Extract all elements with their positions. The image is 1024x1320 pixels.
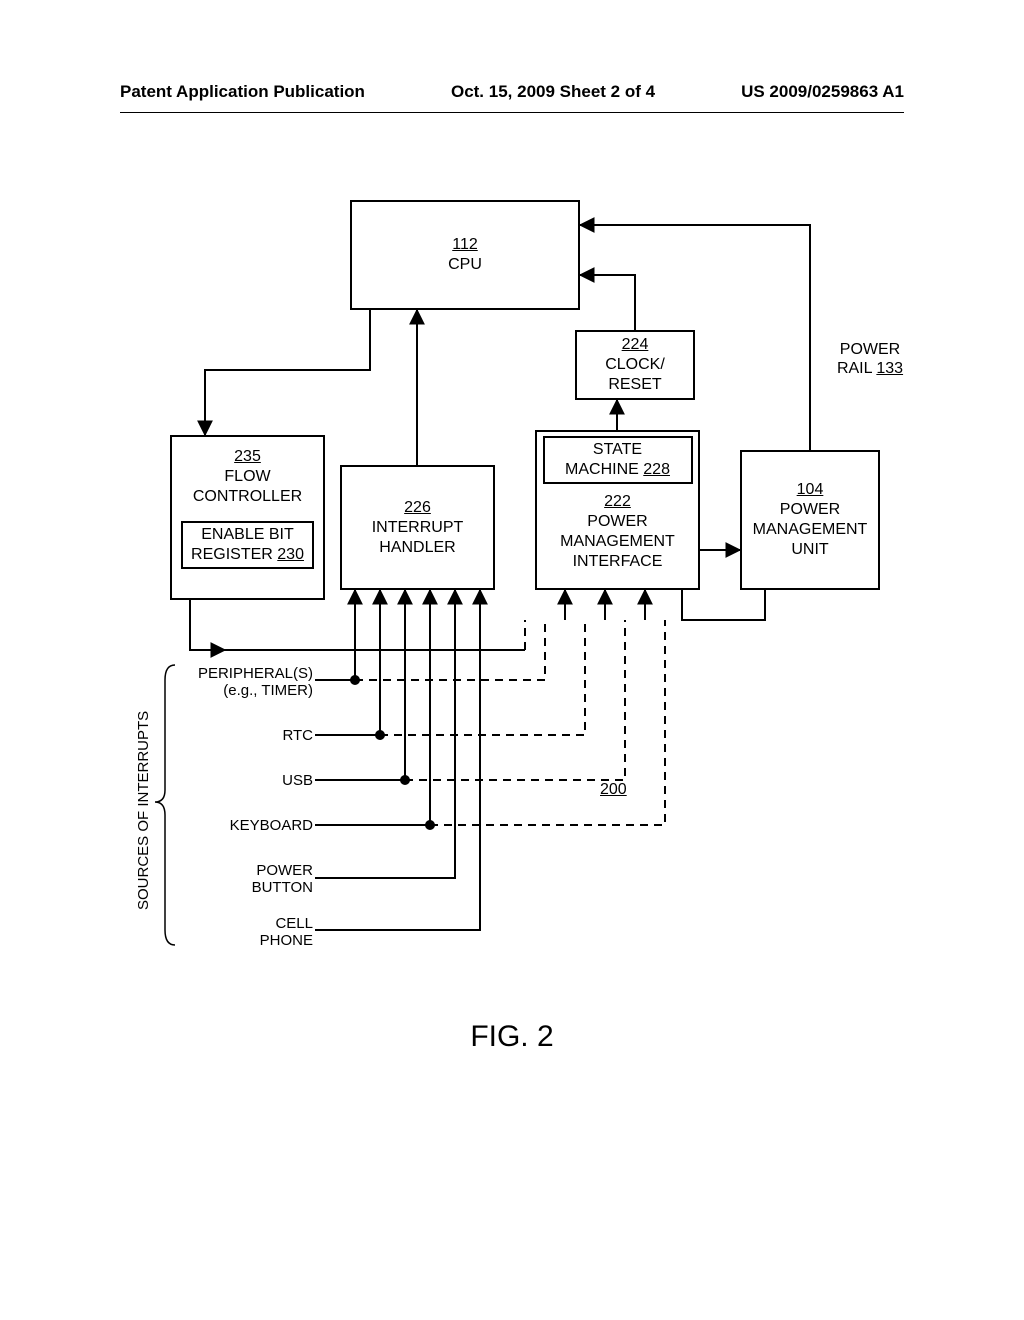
pmu-name3: UNIT: [791, 540, 828, 560]
header-center: Oct. 15, 2009 Sheet 2 of 4: [451, 82, 655, 102]
sm-num: 228: [643, 461, 670, 478]
clock-name2: RESET: [608, 375, 661, 395]
enable-bit-register-block: ENABLE BIT REGISTER 230: [181, 521, 314, 569]
flow-controller-block: 235 FLOW CONTROLLER ENABLE BIT REGISTER …: [170, 435, 325, 600]
src-cell-phone: CELL PHONE: [185, 915, 313, 950]
diagram-ref-200-num: 200: [600, 781, 627, 798]
page-header: Patent Application Publication Oct. 15, …: [0, 82, 1024, 102]
interrupt-sources-label: SOURCES OF INTERRUPTS: [135, 711, 152, 910]
src-rtc: RTC: [185, 727, 313, 744]
pmi-name2: MANAGEMENT: [560, 532, 675, 552]
flow-name2: CONTROLLER: [193, 487, 302, 507]
pmi-name1: POWER: [587, 512, 647, 532]
diagram-ref-200: 200: [600, 780, 627, 799]
src-cell-phone-1: CELL: [185, 915, 313, 932]
pmu-num: 104: [797, 481, 824, 498]
diagram-wires: [0, 190, 1024, 1090]
cpu-block: 112 CPU: [350, 200, 580, 310]
ih-name2: HANDLER: [379, 538, 455, 558]
src-keyboard: KEYBOARD: [185, 817, 313, 834]
pmi-block: STATE MACHINE 228 222 POWER MANAGEMENT I…: [535, 430, 700, 590]
flow-num: 235: [234, 448, 261, 465]
pmu-name1: POWER: [780, 500, 840, 520]
power-rail-bottom-prefix: RAIL: [837, 360, 876, 377]
sm-name-prefix: MACHINE: [565, 461, 643, 478]
power-rail-label: POWER RAIL 133: [820, 340, 920, 378]
pmu-block: 104 POWER MANAGEMENT UNIT: [740, 450, 880, 590]
clock-name1: CLOCK/: [605, 355, 665, 375]
clock-reset-block: 224 CLOCK/ RESET: [575, 330, 695, 400]
header-rule: [120, 112, 904, 113]
flow-inner-name-prefix: REGISTER: [191, 546, 277, 563]
flow-inner-num: 230: [277, 546, 304, 563]
cpu-name: CPU: [448, 255, 482, 275]
src-power-button: POWER BUTTON: [185, 862, 313, 897]
cpu-num: 112: [452, 236, 478, 253]
src-power-button-1: POWER: [185, 862, 313, 879]
src-peripheral-1: PERIPHERAL(S): [185, 665, 313, 682]
pmi-num: 222: [604, 493, 631, 510]
state-machine-block: STATE MACHINE 228: [543, 436, 693, 484]
src-usb: USB: [185, 772, 313, 789]
power-rail-top: POWER: [820, 340, 920, 359]
interrupt-handler-block: 226 INTERRUPT HANDLER: [340, 465, 495, 590]
pmi-name3: INTERFACE: [573, 552, 663, 572]
header-right: US 2009/0259863 A1: [741, 82, 904, 102]
sm-prefix: STATE: [553, 440, 683, 460]
pmu-name2: MANAGEMENT: [753, 520, 868, 540]
ih-num: 226: [404, 499, 431, 516]
src-cell-phone-2: PHONE: [185, 932, 313, 949]
flow-name1: FLOW: [224, 467, 270, 487]
src-peripheral: PERIPHERAL(S) (e.g., TIMER): [185, 665, 313, 700]
clock-num: 224: [622, 336, 649, 353]
src-power-button-2: BUTTON: [185, 879, 313, 896]
block-diagram: 112 CPU 224 CLOCK/ RESET STATE MACHINE 2…: [0, 190, 1024, 1090]
src-peripheral-2: (e.g., TIMER): [185, 682, 313, 699]
header-left: Patent Application Publication: [120, 82, 365, 102]
flow-inner-prefix: ENABLE BIT: [191, 525, 304, 545]
ih-name1: INTERRUPT: [372, 518, 464, 538]
figure-label: FIG. 2: [0, 1020, 1024, 1054]
power-rail-num: 133: [876, 360, 903, 377]
